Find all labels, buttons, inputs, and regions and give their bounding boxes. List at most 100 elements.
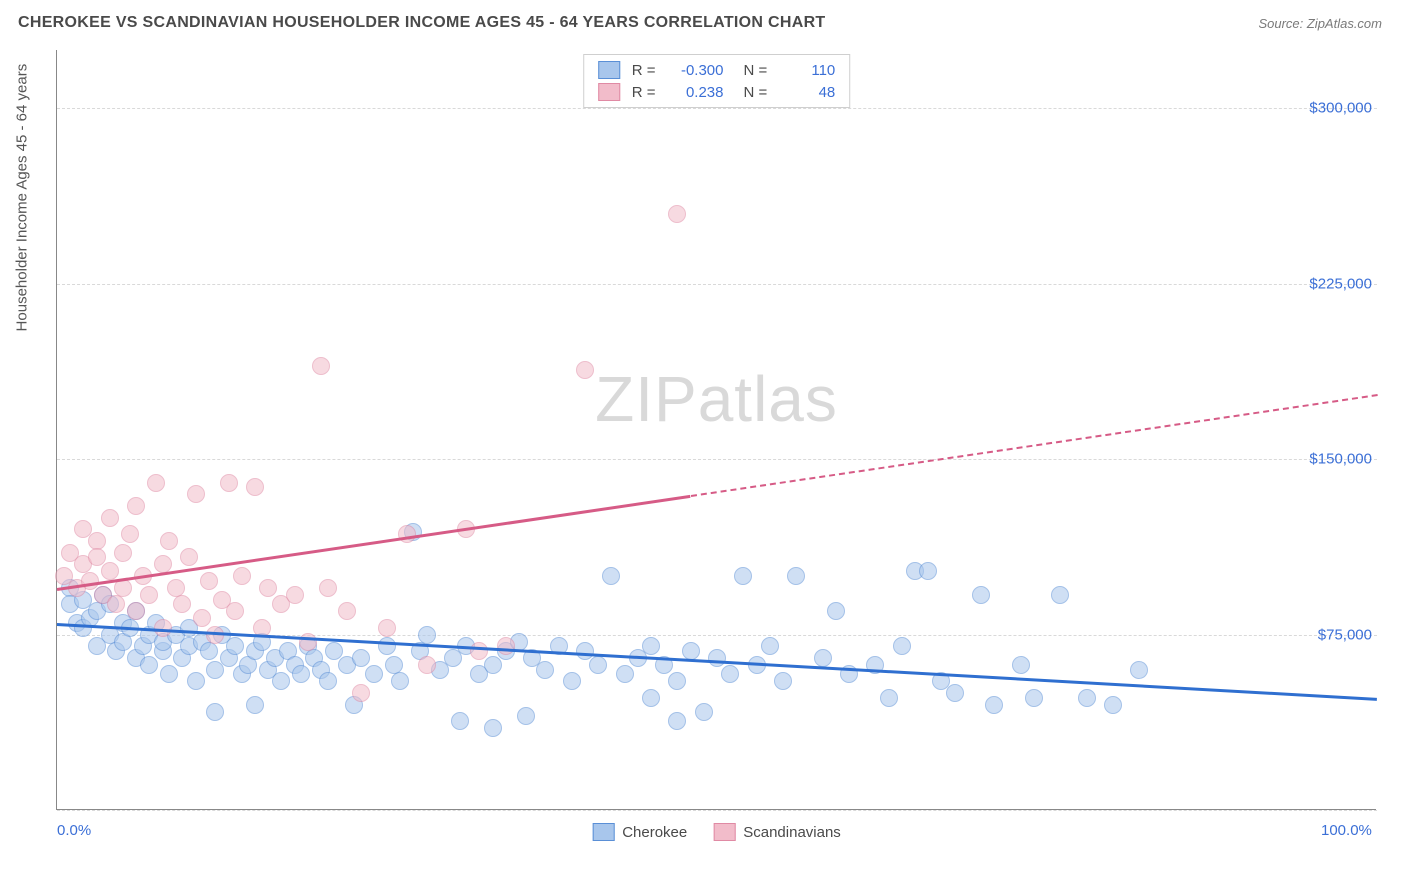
legend-n-value: 48 xyxy=(779,84,835,101)
y-axis-label: Householder Income Ages 45 - 64 years xyxy=(14,64,31,332)
chart-title: CHEROKEE VS SCANDINAVIAN HOUSEHOLDER INC… xyxy=(18,14,826,32)
data-point xyxy=(642,637,660,655)
legend-r-label: R = xyxy=(632,62,656,79)
data-point xyxy=(1025,689,1043,707)
data-point xyxy=(378,619,396,637)
legend-r-label: R = xyxy=(632,84,656,101)
data-point xyxy=(154,619,172,637)
gridline xyxy=(57,810,1377,811)
data-point xyxy=(121,525,139,543)
data-point xyxy=(101,509,119,527)
data-point xyxy=(1104,696,1122,714)
chart-header: CHEROKEE VS SCANDINAVIAN HOUSEHOLDER INC… xyxy=(0,0,1406,46)
data-point xyxy=(972,586,990,604)
data-point xyxy=(107,595,125,613)
data-point xyxy=(391,672,409,690)
data-point xyxy=(536,661,554,679)
data-point xyxy=(734,567,752,585)
data-point xyxy=(893,637,911,655)
data-point xyxy=(695,703,713,721)
legend-swatch xyxy=(713,823,735,841)
legend-correlation: R =-0.300N =110R =0.238N =48 xyxy=(583,54,851,108)
y-tick-label: $225,000 xyxy=(1309,275,1384,292)
data-point xyxy=(761,637,779,655)
data-point xyxy=(147,474,165,492)
data-point xyxy=(140,586,158,604)
data-point xyxy=(101,562,119,580)
data-point xyxy=(272,672,290,690)
legend-swatch xyxy=(598,83,620,101)
data-point xyxy=(668,712,686,730)
data-point xyxy=(193,609,211,627)
data-point xyxy=(226,637,244,655)
legend-series-item: Cherokee xyxy=(592,823,687,841)
data-point xyxy=(1051,586,1069,604)
data-point xyxy=(451,712,469,730)
data-point xyxy=(721,665,739,683)
data-point xyxy=(187,672,205,690)
data-point xyxy=(814,649,832,667)
data-point xyxy=(589,656,607,674)
data-point xyxy=(985,696,1003,714)
data-point xyxy=(563,672,581,690)
data-point xyxy=(827,602,845,620)
y-tick-label: $75,000 xyxy=(1318,626,1384,643)
data-point xyxy=(668,672,686,690)
chart-source: Source: ZipAtlas.com xyxy=(1258,16,1382,31)
data-point xyxy=(365,665,383,683)
legend-n-label: N = xyxy=(744,84,768,101)
y-tick-label: $150,000 xyxy=(1309,451,1384,468)
data-point xyxy=(200,572,218,590)
x-tick-label: 100.0% xyxy=(1321,822,1372,839)
data-point xyxy=(338,602,356,620)
source-name: ZipAtlas.com xyxy=(1307,16,1382,31)
gridline xyxy=(57,284,1377,285)
x-tick-label: 0.0% xyxy=(57,822,91,839)
data-point xyxy=(484,656,502,674)
legend-r-value: -0.300 xyxy=(668,62,724,79)
data-point xyxy=(233,567,251,585)
data-point xyxy=(160,532,178,550)
data-point xyxy=(114,544,132,562)
gridline xyxy=(57,459,1377,460)
watermark-a: ZIP xyxy=(595,363,698,435)
data-point xyxy=(398,525,416,543)
data-point xyxy=(946,684,964,702)
data-point xyxy=(88,532,106,550)
data-point xyxy=(167,579,185,597)
legend-swatch xyxy=(592,823,614,841)
data-point xyxy=(616,665,634,683)
data-point xyxy=(418,626,436,644)
data-point xyxy=(682,642,700,660)
data-point xyxy=(246,478,264,496)
data-point xyxy=(226,602,244,620)
watermark-b: atlas xyxy=(698,363,838,435)
data-point xyxy=(180,548,198,566)
data-point xyxy=(352,684,370,702)
data-point xyxy=(127,497,145,515)
legend-series-label: Cherokee xyxy=(622,824,687,841)
legend-n-label: N = xyxy=(744,62,768,79)
gridline xyxy=(57,108,1377,109)
data-point xyxy=(1130,661,1148,679)
data-point xyxy=(1078,689,1096,707)
plot-area: ZIPatlas R =-0.300N =110R =0.238N =48 Ch… xyxy=(56,50,1376,810)
data-point xyxy=(206,703,224,721)
legend-r-value: 0.238 xyxy=(668,84,724,101)
data-point xyxy=(497,637,515,655)
data-point xyxy=(642,689,660,707)
data-point xyxy=(484,719,502,737)
data-point xyxy=(418,656,436,674)
data-point xyxy=(774,672,792,690)
data-point xyxy=(378,637,396,655)
data-point xyxy=(312,357,330,375)
data-point xyxy=(880,689,898,707)
data-point xyxy=(1012,656,1030,674)
data-point xyxy=(259,579,277,597)
data-point xyxy=(576,361,594,379)
data-point xyxy=(299,633,317,651)
legend-series: CherokeeScandinavians xyxy=(592,823,841,841)
legend-swatch xyxy=(598,61,620,79)
data-point xyxy=(668,205,686,223)
data-point xyxy=(187,485,205,503)
